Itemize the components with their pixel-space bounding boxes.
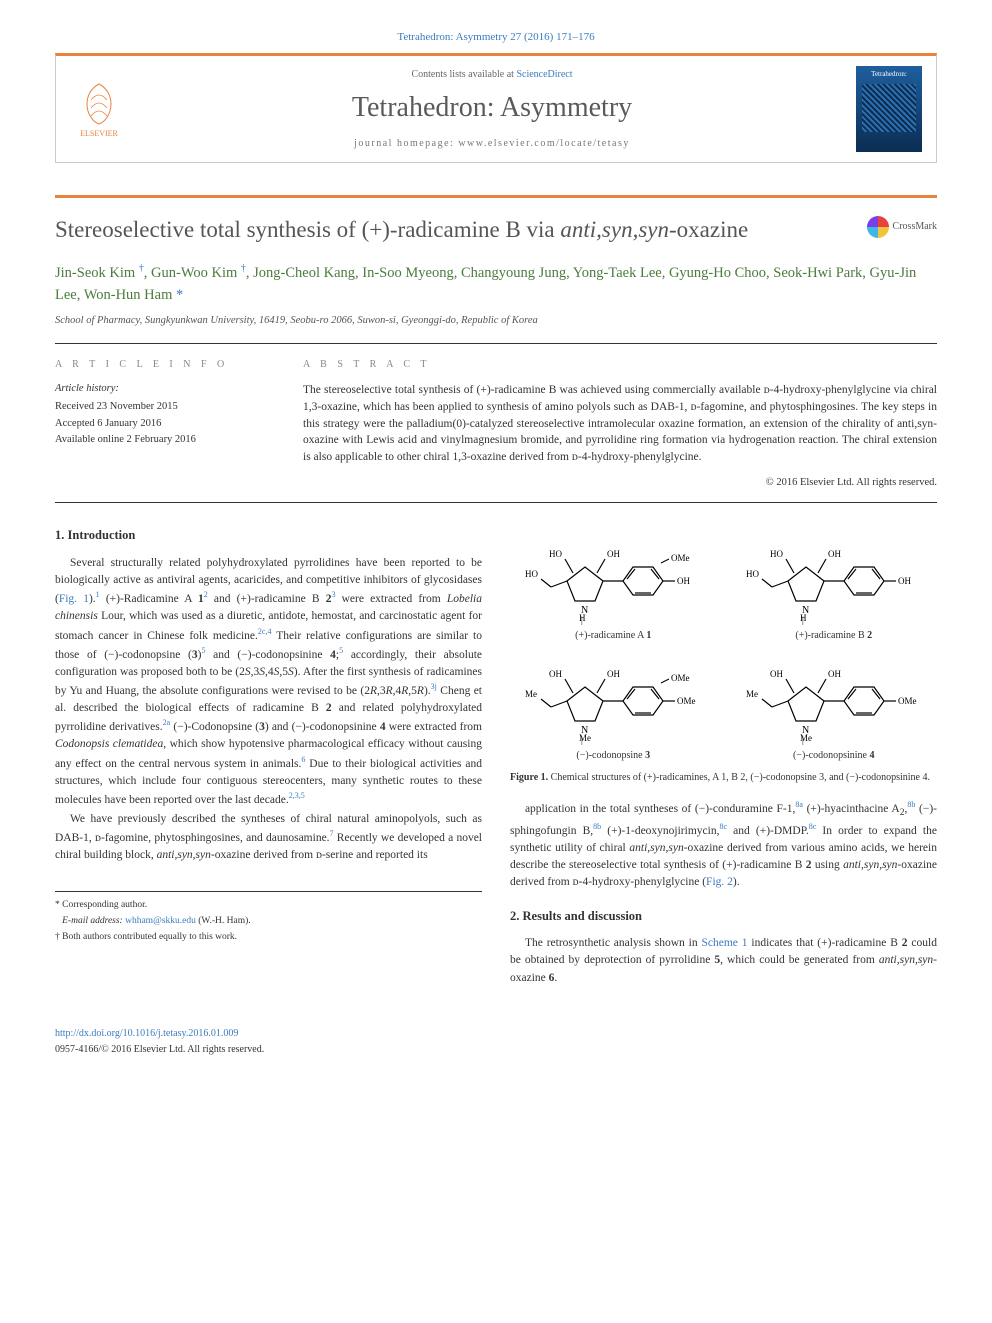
svg-text:OH: OH (828, 669, 841, 679)
figure-caption-label: Figure 1. (510, 772, 548, 783)
homepage-line: journal homepage: www.elsevier.com/locat… (142, 137, 842, 151)
intro-para-2: We have previously described the synthes… (55, 811, 482, 865)
citation-line: Tetrahedron: Asymmetry 27 (2016) 171–176 (55, 30, 937, 45)
chem-label: (+)-radicamine A 1 (510, 629, 717, 643)
contents-line: Contents lists available at ScienceDirec… (142, 68, 842, 82)
svg-text:OH: OH (828, 549, 841, 559)
figure-caption-text: Chemical structures of (+)-radicamines, … (548, 772, 930, 783)
abstract-copyright: © 2016 Elsevier Ltd. All rights reserved… (303, 476, 937, 491)
journal-banner: ELSEVIER Contents lists available at Sci… (55, 53, 937, 163)
svg-text:OMe: OMe (671, 553, 690, 563)
corresponding-author-note: * Corresponding author. (55, 898, 482, 912)
figure-1-grid: N | H HO OH HO OH OMe (+)-radicami (510, 527, 937, 771)
chem-structure-4: N | Me OH OH Me OMe (−)-codonopsi (731, 653, 938, 763)
email-note: E-mail address: whham@skku.edu (W.-H. Ha… (55, 914, 482, 928)
results-para-1: The retrosynthetic analysis shown in Sch… (510, 935, 937, 987)
svg-text:OMe: OMe (677, 696, 696, 706)
abstract-head: A B S T R A C T (303, 358, 937, 372)
svg-text:HO: HO (525, 569, 538, 579)
crossmark-icon (867, 216, 889, 238)
title-em: anti,syn,syn (560, 217, 669, 242)
article-info-head: A R T I C L E I N F O (55, 358, 275, 372)
chem-structure-2: N | H HO OH HO OH (+)-radicamine (731, 533, 938, 643)
chem-label: (−)-codonopsinine 4 (731, 749, 938, 763)
svg-text:H: H (579, 613, 586, 623)
journal-name: Tetrahedron: Asymmetry (142, 88, 842, 127)
svg-text:H: H (800, 613, 807, 623)
sciencedirect-link[interactable]: ScienceDirect (516, 69, 572, 80)
cover-label: Tetrahedron: (871, 70, 907, 80)
publisher-label-text: ELSEVIER (80, 128, 118, 139)
section-2-title: 2. Results and discussion (510, 908, 937, 926)
cover-art (862, 84, 916, 132)
elsevier-logo: ELSEVIER (70, 77, 128, 141)
doi-link[interactable]: http://dx.doi.org/10.1016/j.tetasy.2016.… (55, 1028, 238, 1039)
title-post: -oxazine (669, 217, 748, 242)
history-online: Available online 2 February 2016 (55, 433, 275, 448)
svg-text:HO: HO (770, 549, 783, 559)
svg-text:OMe: OMe (898, 696, 917, 706)
figure-1-caption: Figure 1. Chemical structures of (+)-rad… (510, 771, 937, 785)
svg-text:Me: Me (525, 689, 537, 699)
homepage-url-text: www.elsevier.com/locate/tetasy (458, 138, 630, 149)
history-label: Article history: (55, 382, 275, 397)
issn-copyright: 0957-4166/© 2016 Elsevier Ltd. All right… (55, 1043, 937, 1057)
svg-text:HO: HO (549, 549, 562, 559)
svg-text:OH: OH (607, 549, 620, 559)
equal-contrib-note: † Both authors contributed equally to th… (55, 930, 482, 944)
author-list: Jin-Seok Kim †, Gun-Woo Kim †, Jong-Cheo… (55, 261, 937, 306)
section-1-title: 1. Introduction (55, 527, 482, 545)
contents-prefix-text: Contents lists available at (411, 69, 516, 80)
history-received: Received 23 November 2015 (55, 400, 275, 415)
article-title: Stereoselective total synthesis of (+)-r… (55, 216, 847, 245)
affiliation: School of Pharmacy, Sungkyunkwan Univers… (55, 314, 937, 329)
svg-text:Me: Me (746, 689, 758, 699)
history-accepted: Accepted 6 January 2016 (55, 417, 275, 432)
figure-1: N | H HO OH HO OH OMe (+)-radicami (510, 527, 937, 785)
journal-cover-thumb: Tetrahedron: (856, 66, 922, 152)
chem-label: (+)-radicamine B 2 (731, 629, 938, 643)
svg-text:OMe: OMe (671, 673, 690, 683)
svg-text:OH: OH (607, 669, 620, 679)
intro-para-3: application in the total syntheses of (−… (510, 799, 937, 891)
svg-text:OH: OH (898, 576, 911, 586)
svg-text:OH: OH (549, 669, 562, 679)
svg-text:Me: Me (579, 733, 591, 743)
chem-label: (−)-codonopsine 3 (510, 749, 717, 763)
crossmark-label: CrossMark (893, 220, 937, 234)
homepage-prefix-text: journal homepage: (354, 138, 458, 149)
corresponding-email-link[interactable]: whham@skku.edu (125, 916, 196, 926)
footer-meta: http://dx.doi.org/10.1016/j.tetasy.2016.… (0, 1019, 992, 1079)
email-label: E-mail address: (62, 916, 123, 926)
svg-text:HO: HO (746, 569, 759, 579)
abstract-text: The stereoselective total synthesis of (… (303, 382, 937, 465)
email-who: (W.-H. Ham). (196, 916, 251, 926)
intro-para-1: Several structurally related polyhydroxy… (55, 555, 482, 809)
chem-structure-1: N | H HO OH HO OH OMe (+)-radicami (510, 533, 717, 643)
footnotes: * Corresponding author. E-mail address: … (55, 891, 482, 945)
crossmark-badge-group[interactable]: CrossMark (867, 216, 937, 238)
chem-structure-3: N | Me OH OH Me OMe OMe (−)-codono (510, 653, 717, 763)
svg-text:Me: Me (800, 733, 812, 743)
svg-text:OH: OH (677, 576, 690, 586)
svg-text:OH: OH (770, 669, 783, 679)
title-pre: Stereoselective total synthesis of (+)-r… (55, 217, 560, 242)
